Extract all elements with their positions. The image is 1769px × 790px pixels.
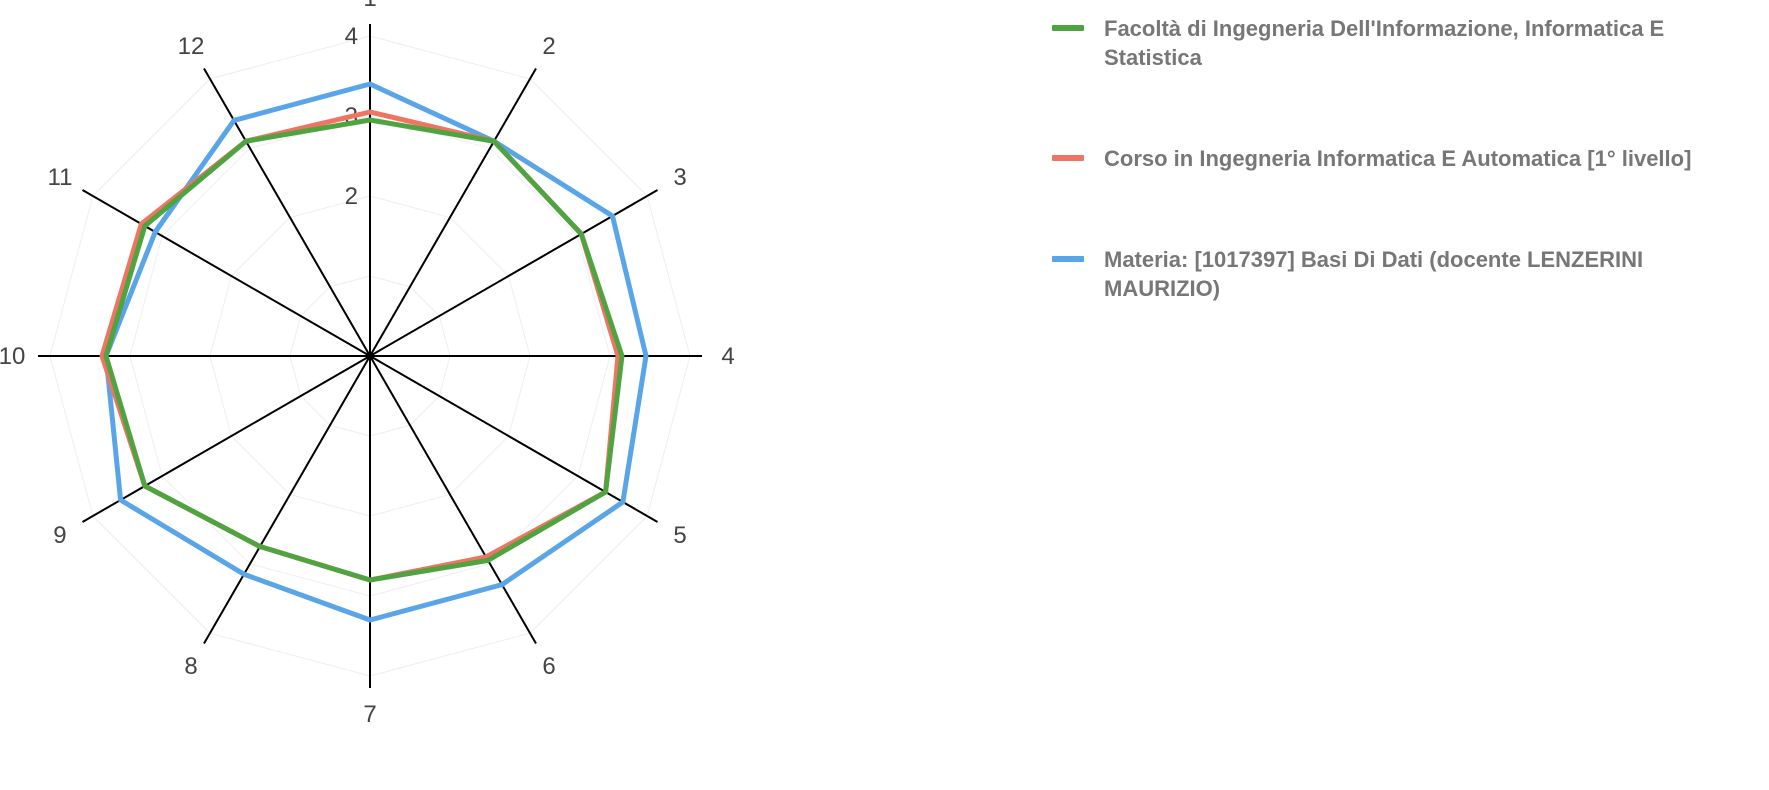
legend-item-corso[interactable]: Corso in Ingegneria Informatica E Automa… bbox=[1052, 144, 1764, 173]
legend-label: Facoltà di Ingegneria Dell'Informazione,… bbox=[1104, 16, 1665, 70]
series-line bbox=[103, 117, 625, 583]
axis-line bbox=[92, 195, 371, 357]
radar-axes bbox=[38, 24, 702, 688]
axis-label: 9 bbox=[53, 522, 66, 549]
legend: Facoltà di Ingegneria Dell'Informazione,… bbox=[1052, 14, 1764, 375]
legend-swatch bbox=[1052, 25, 1084, 31]
axis-tick bbox=[529, 67, 537, 80]
axis-label: 11 bbox=[48, 164, 73, 191]
axis-line bbox=[369, 355, 648, 517]
axis-tick bbox=[203, 632, 211, 645]
axis-tick bbox=[646, 515, 659, 523]
axis-line bbox=[209, 78, 371, 357]
axis-tick bbox=[81, 515, 94, 523]
radar-series bbox=[99, 81, 649, 623]
axis-label: 10 bbox=[0, 343, 25, 370]
axis-line bbox=[369, 195, 648, 357]
legend-label: Materia: [1017397] Basi Di Dati (docente… bbox=[1104, 247, 1644, 301]
axis-label: 7 bbox=[363, 701, 376, 728]
axis-tick bbox=[646, 189, 659, 197]
axis-line bbox=[369, 78, 531, 357]
series-line bbox=[99, 109, 621, 583]
axis-line bbox=[209, 355, 371, 634]
axis-label: 3 bbox=[673, 164, 686, 191]
radial-tick-label: 2 bbox=[345, 183, 358, 210]
axis-label: 1 bbox=[363, 0, 376, 12]
radial-tick-label: 4 bbox=[345, 23, 358, 50]
axis-label: 5 bbox=[673, 522, 686, 549]
legend-swatch bbox=[1052, 256, 1084, 262]
axis-label: 8 bbox=[184, 653, 197, 680]
axis-line bbox=[369, 355, 531, 634]
series-line bbox=[103, 81, 649, 623]
legend-item-materia[interactable]: Materia: [1017397] Basi Di Dati (docente… bbox=[1052, 245, 1764, 303]
axis-label: 2 bbox=[542, 33, 555, 60]
legend-label: Corso in Ingegneria Informatica E Automa… bbox=[1104, 146, 1692, 171]
axis-line bbox=[92, 355, 371, 517]
axis-label: 12 bbox=[178, 33, 205, 60]
axis-labels: 123456789101112 bbox=[0, 0, 735, 728]
axis-label: 6 bbox=[542, 653, 555, 680]
axis-label: 4 bbox=[721, 343, 734, 370]
legend-item-facolta[interactable]: Facoltà di Ingegneria Dell'Informazione,… bbox=[1052, 14, 1764, 72]
legend-swatch bbox=[1052, 155, 1084, 161]
radar-chart: 234 123456789101112 bbox=[0, 0, 735, 728]
axis-tick bbox=[81, 189, 94, 197]
axis-tick bbox=[203, 67, 211, 80]
axis-tick bbox=[529, 632, 537, 645]
